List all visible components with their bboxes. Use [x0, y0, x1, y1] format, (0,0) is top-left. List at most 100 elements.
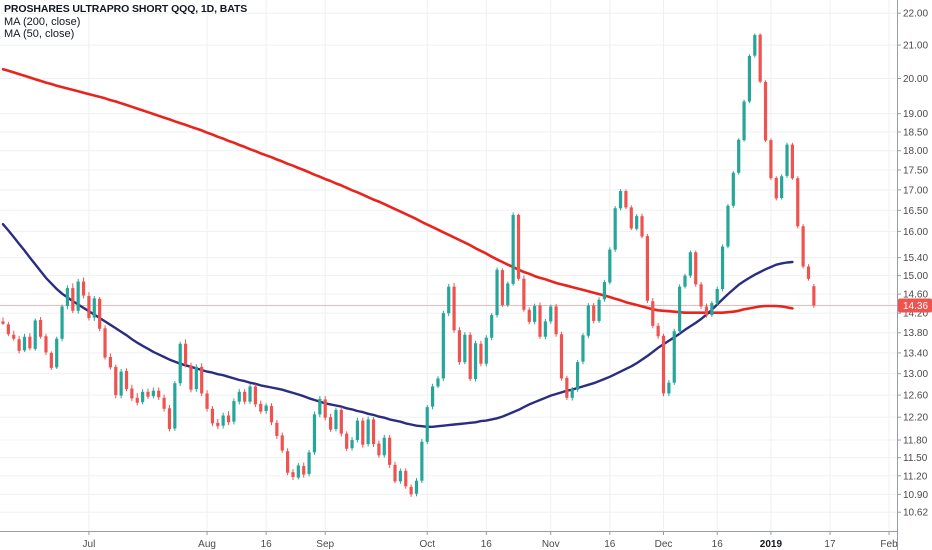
candle-body: [554, 306, 558, 335]
candle-body: [720, 246, 725, 289]
candle-body: [726, 205, 730, 247]
candle: [704, 303, 709, 318]
candle-body: [157, 390, 161, 398]
candle: [189, 362, 193, 393]
candle: [205, 390, 209, 412]
candle: [167, 404, 172, 432]
x-tick-label: Jul: [83, 539, 96, 550]
y-tick-label: 13.40: [903, 348, 928, 359]
candle-body: [71, 288, 75, 311]
candle-body: [286, 451, 290, 473]
candle: [280, 432, 284, 453]
y-tick-label: 17.50: [903, 165, 928, 176]
candle: [694, 250, 698, 287]
candle: [565, 375, 569, 400]
candle-body: [44, 336, 48, 353]
candle: [554, 304, 558, 337]
x-tick-label: 17: [824, 539, 836, 550]
y-tick-label: 22.00: [903, 9, 928, 20]
candle-body: [200, 366, 204, 394]
candle-body: [651, 301, 655, 326]
y-tick-label: 14.20: [903, 309, 928, 320]
candle-body: [506, 283, 510, 306]
candle-body: [790, 144, 794, 179]
candle-body: [119, 371, 123, 396]
candle-body: [452, 286, 456, 331]
candle: [275, 419, 279, 439]
candle-body: [747, 55, 752, 102]
candle: [731, 171, 735, 208]
candle: [302, 462, 306, 478]
candle: [151, 387, 155, 399]
candle-body: [65, 288, 70, 306]
candle: [543, 318, 547, 340]
candle-body: [226, 415, 231, 423]
candle: [157, 387, 161, 400]
candle: [323, 396, 327, 421]
candle-body: [259, 403, 263, 412]
y-tick-label: 13.00: [903, 369, 928, 380]
y-tick-label: 11.20: [903, 471, 928, 482]
candle: [645, 233, 649, 304]
candle: [1, 317, 5, 325]
candle: [710, 301, 714, 318]
candle-body: [500, 270, 505, 306]
candle-body: [318, 398, 322, 415]
indicator-ma-50-label[interactable]: MA (50, close): [4, 28, 75, 40]
candle: [377, 440, 381, 458]
candle-body: [393, 464, 397, 482]
candle-body: [216, 422, 220, 427]
candle-body: [801, 226, 805, 267]
candle: [221, 412, 225, 429]
candle: [522, 275, 526, 312]
candle-body: [38, 319, 43, 337]
candle-body: [473, 343, 478, 379]
candle-body: [189, 365, 193, 390]
candle-body: [248, 386, 252, 402]
candle-body: [22, 336, 27, 351]
candle-body: [565, 377, 569, 398]
price-axis[interactable]: 10.62 10.90 11.20 11.50 11.80 12.20 12.60 13.00…: [897, 0, 928, 550]
candle: [87, 292, 91, 321]
candle-body: [205, 393, 209, 409]
candle: [119, 368, 123, 399]
candle: [656, 322, 660, 339]
time-axis[interactable]: Jul Aug 16 Sep Oct 16 Nov 16 Dec 16 2019 17 Feb: [0, 531, 898, 550]
candle-body: [635, 216, 639, 229]
candle: [763, 80, 768, 142]
y-tick-label: 10.62: [903, 508, 928, 519]
candle-body: [533, 305, 537, 322]
candle: [382, 434, 386, 458]
chart-legend: PROSHARES ULTRAPRO SHORT QQQ, 1D, BATS M…: [4, 3, 247, 41]
candle-body: [780, 176, 784, 198]
candle: [17, 335, 21, 354]
candle-body: [570, 389, 574, 398]
candle-body: [409, 486, 413, 495]
candle: [366, 416, 370, 447]
candle: [747, 54, 752, 104]
candle-body: [355, 420, 360, 441]
candle: [436, 376, 440, 389]
candle: [216, 418, 220, 430]
indicator-ma-200-label[interactable]: MA (200, close): [4, 15, 81, 28]
candle-body: [302, 466, 306, 475]
candle-body: [146, 391, 150, 397]
candle-body: [737, 139, 741, 173]
candle: [812, 283, 816, 308]
candle: [463, 332, 467, 365]
candle: [597, 297, 601, 323]
candle-body: [431, 386, 435, 407]
candle-body: [237, 391, 241, 402]
y-tick-label: 11.50: [903, 453, 928, 464]
candle: [479, 340, 483, 367]
candle-body: [162, 397, 166, 409]
candle-body: [490, 315, 494, 338]
candle-body: [388, 437, 392, 465]
candle-body: [60, 306, 64, 339]
x-tick-label: Feb: [880, 539, 898, 550]
candle-body: [280, 435, 284, 451]
candle: [688, 250, 692, 278]
candle: [758, 33, 762, 84]
candle: [296, 463, 300, 480]
